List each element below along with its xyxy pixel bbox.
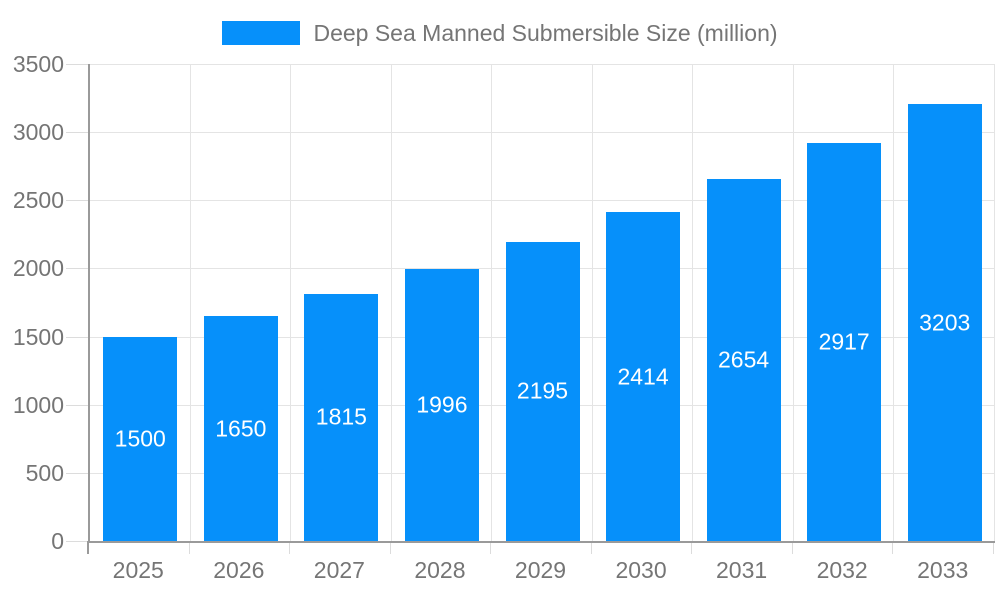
gridline-vertical (792, 64, 794, 541)
y-axis-tick (66, 404, 88, 406)
bar-value-label: 1815 (315, 403, 367, 430)
y-axis-tick (66, 200, 88, 202)
bar[interactable]: 3203 (907, 104, 982, 541)
bar[interactable]: 2917 (807, 143, 882, 541)
bar-value-label: 1650 (215, 415, 267, 442)
legend-color-swatch[interactable] (222, 21, 301, 45)
gridline-vertical (390, 64, 392, 541)
y-axis-tick (66, 472, 88, 474)
x-axis-label: 2025 (112, 557, 164, 583)
gridline-vertical (491, 64, 493, 541)
y-axis-label: 2000 (12, 255, 64, 282)
x-axis-tick (389, 543, 391, 554)
y-axis-tick (66, 336, 88, 338)
bar[interactable]: 1815 (304, 293, 379, 541)
y-axis-label: 1000 (12, 391, 64, 418)
x-axis-tick (188, 543, 190, 554)
y-axis-label: 1500 (12, 323, 64, 350)
bar[interactable]: 2654 (706, 179, 781, 541)
gridline-horizontal (90, 132, 995, 134)
x-axis-tick (791, 543, 793, 554)
bar[interactable]: 1996 (404, 268, 479, 541)
gridline-vertical (994, 64, 995, 541)
gridline-vertical (290, 64, 292, 541)
x-axis-tick (490, 543, 492, 554)
bar[interactable]: 1500 (103, 336, 178, 541)
gridline-horizontal (90, 64, 995, 65)
bar[interactable]: 2414 (606, 212, 681, 541)
bar[interactable]: 1650 (203, 316, 278, 541)
x-axis-tick (993, 543, 994, 554)
y-axis-tick (66, 64, 88, 65)
gridline-vertical (591, 64, 593, 541)
y-axis-label: 2500 (12, 187, 64, 214)
x-axis-label: 2033 (917, 557, 969, 583)
x-axis-label: 2028 (414, 557, 466, 583)
x-axis-tick (892, 543, 894, 554)
y-axis-tick (66, 541, 88, 542)
gridline-vertical (189, 64, 191, 541)
bar-value-label: 2414 (617, 363, 669, 389)
x-axis-label: 2027 (313, 557, 365, 583)
bar-value-label: 2917 (818, 328, 870, 355)
bar-value-label: 1500 (114, 425, 166, 452)
bar-value-label: 1996 (416, 391, 468, 418)
gridline-vertical (893, 64, 895, 541)
bar-value-label: 2654 (718, 346, 770, 373)
y-axis-tick (66, 268, 88, 270)
gridline-vertical (692, 64, 694, 541)
y-axis-tick (66, 132, 88, 134)
legend-item[interactable]: Deep Sea Manned Submersible Size (millio… (0, 18, 1000, 48)
x-axis-tick (289, 543, 291, 554)
y-axis-label: 500 (25, 459, 64, 486)
bar-value-label: 3203 (919, 309, 971, 336)
x-axis-label: 2029 (514, 557, 567, 583)
legend-label[interactable]: Deep Sea Manned Submersible Size (millio… (313, 19, 778, 46)
y-axis-label: 3000 (12, 119, 64, 146)
x-axis-label: 2031 (716, 557, 768, 583)
x-axis-tick (691, 543, 693, 554)
gridline-horizontal (90, 200, 995, 202)
plot-area: 1500 1650 1815 1996 2195 2414 2654 2917 3203 (88, 64, 995, 543)
x-axis-label: 2032 (816, 557, 868, 583)
x-axis-label: 2026 (213, 557, 265, 583)
bar-value-label: 2195 (516, 377, 569, 404)
y-axis-label: 3500 (12, 51, 64, 77)
x-axis-label: 2030 (615, 557, 667, 583)
y-axis-label: 0 (51, 528, 64, 554)
x-axis-tick (590, 543, 592, 554)
y-axis-line-extension (87, 541, 89, 554)
bar[interactable]: 2195 (505, 241, 580, 541)
